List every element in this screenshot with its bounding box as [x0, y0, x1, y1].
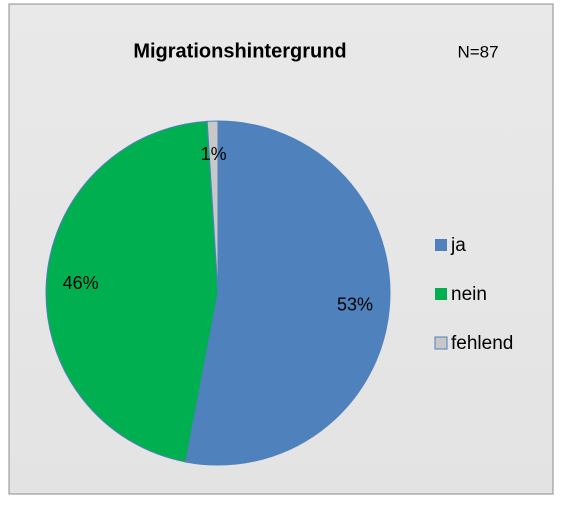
legend-swatch: [435, 239, 447, 251]
pie-slice: [206, 120, 219, 294]
legend-swatch: [435, 288, 447, 300]
legend-label: fehlend: [451, 333, 513, 354]
pie-slice: [185, 120, 391, 466]
data-label: 46%: [63, 273, 99, 293]
legend-label: ja: [450, 235, 466, 256]
chart-title: Migrationshintergrund: [133, 40, 346, 62]
legend-label: nein: [451, 284, 487, 305]
data-label: 1%: [201, 144, 227, 164]
data-label: 53%: [337, 295, 373, 315]
legend-swatch: [434, 336, 448, 350]
pie-slice: [45, 120, 219, 463]
annotation: N=87: [457, 42, 498, 61]
